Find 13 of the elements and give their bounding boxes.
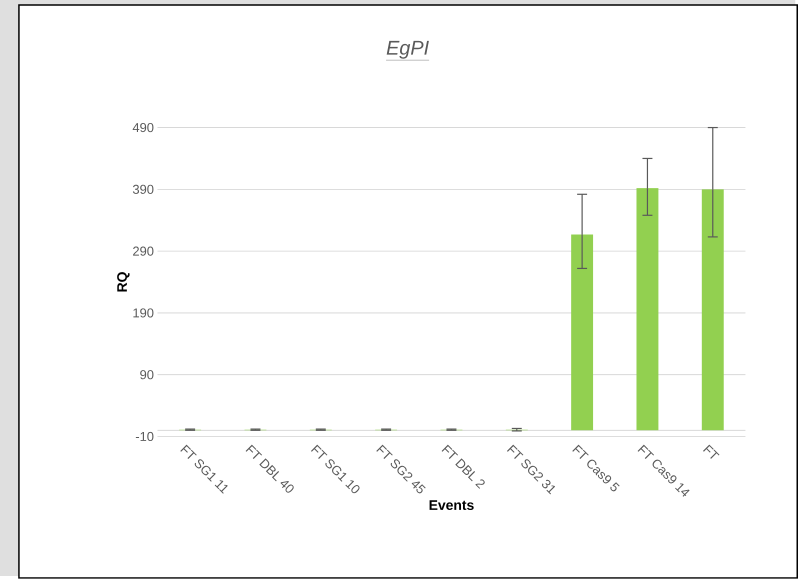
bar bbox=[636, 188, 658, 430]
y-tick-label: 90 bbox=[140, 370, 154, 380]
y-tick-label: 290 bbox=[133, 246, 154, 256]
y-tick-label: 490 bbox=[132, 123, 154, 132]
y-tick-label: 390 bbox=[132, 184, 154, 194]
y-tick-label: 190 bbox=[133, 308, 154, 318]
x-axis-title: Events bbox=[430, 500, 474, 510]
x-tick-label: FT bbox=[703, 444, 720, 460]
bar bbox=[702, 189, 724, 430]
chart-title: EgPI bbox=[386, 41, 429, 59]
y-tick-label: -10 bbox=[136, 432, 154, 442]
y-axis-title: RQ bbox=[117, 272, 130, 292]
bar bbox=[571, 234, 594, 430]
